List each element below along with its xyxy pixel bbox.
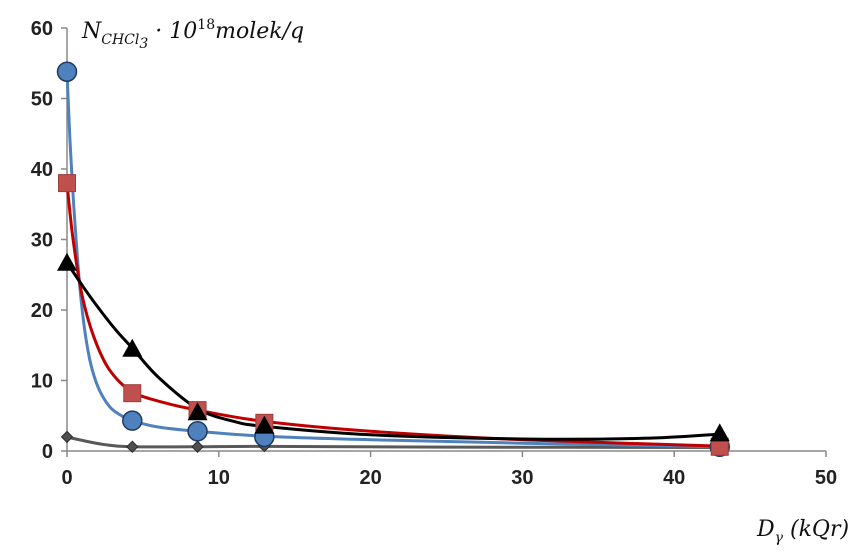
series-3-point-0 <box>60 430 74 444</box>
x-axis-title: Dγ (kQr) <box>756 517 849 546</box>
y-tick-label-40: 40 <box>31 159 53 181</box>
x-axis-title-main: D <box>756 517 775 542</box>
series-0-point-0 <box>56 61 78 82</box>
x-axis-title-subscript: γ <box>775 530 784 546</box>
y-axis-title-main: N <box>81 19 102 44</box>
series-2-point-2 <box>187 402 208 421</box>
y-axis-title-subsubscript: 3 <box>139 36 148 52</box>
series-3-curve <box>65 435 722 449</box>
x-tick-label-50: 50 <box>815 467 837 489</box>
series-0-point-2 <box>187 421 208 442</box>
series-1-curve <box>65 181 722 448</box>
series-markers <box>56 61 730 458</box>
y-tick-label-50: 50 <box>31 89 53 111</box>
x-tick-label-10: 10 <box>208 467 230 489</box>
y-tick-label-20: 20 <box>31 300 53 322</box>
series-1-point-1 <box>123 384 142 403</box>
x-tick-label-0: 0 <box>61 467 72 489</box>
series-2-point-3 <box>254 415 275 434</box>
tick-labels: 0 10 20 30 40 50 0 10 20 30 40 50 60 <box>31 18 837 489</box>
axes <box>66 28 826 452</box>
y-tick-label-30: 30 <box>31 230 53 252</box>
x-tick-label-20: 20 <box>359 467 381 489</box>
series-2-point-0 <box>57 252 77 271</box>
tick-marks <box>61 27 827 457</box>
y-tick-label-10: 10 <box>31 371 53 393</box>
y-axis-title-subscript: CHCl <box>101 32 139 48</box>
y-axis-title-superscript: 18 <box>197 17 215 33</box>
y-tick-label-0: 0 <box>42 441 53 463</box>
y-axis-title-middle: · 10 <box>148 19 197 44</box>
series-2-point-4 <box>709 423 730 442</box>
series-3-point-1 <box>126 440 139 453</box>
y-tick-label-60: 60 <box>31 18 53 40</box>
series-1-point-0 <box>58 174 76 193</box>
y-axis-title-suffix: molek/q <box>215 19 304 44</box>
series-curves <box>65 70 722 449</box>
series-0-curve <box>65 70 722 449</box>
series-3-point-2 <box>191 440 204 453</box>
series-0-point-1 <box>122 410 143 431</box>
series-2-curve <box>65 261 722 441</box>
x-axis-title-suffix: (kQr) <box>783 517 849 542</box>
series-2-point-1 <box>122 338 143 357</box>
x-tick-label-40: 40 <box>663 467 685 489</box>
x-tick-label-30: 30 <box>511 467 533 489</box>
y-axis-title: NCHCl3 · 1018molek/q <box>81 17 304 52</box>
